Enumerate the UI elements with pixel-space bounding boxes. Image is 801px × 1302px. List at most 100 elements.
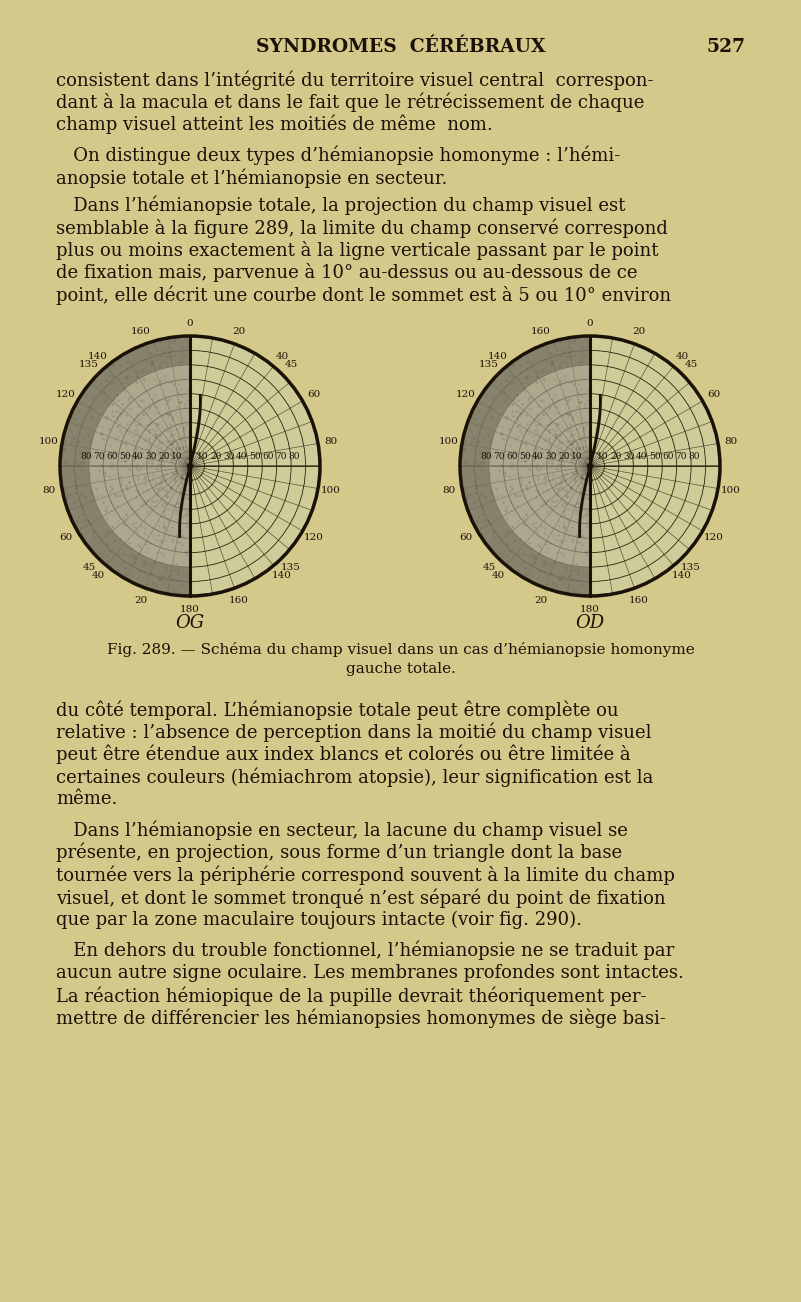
Text: point, elle décrit une courbe dont le sommet est à 5 ou 10° environ: point, elle décrit une courbe dont le so… <box>56 285 671 305</box>
Text: 10: 10 <box>171 452 183 461</box>
Text: 50: 50 <box>249 452 261 461</box>
Polygon shape <box>460 336 590 596</box>
Text: 45: 45 <box>685 361 698 370</box>
Text: La réaction hémiopique de la pupille devrait théoriquement per-: La réaction hémiopique de la pupille dev… <box>56 986 646 1005</box>
Text: 30: 30 <box>623 452 634 461</box>
Text: mettre de différencier les hémianopsies homonymes de siège basi-: mettre de différencier les hémianopsies … <box>56 1009 666 1029</box>
Text: Dans l’hémianopsie en secteur, la lacune du champ visuel se: Dans l’hémianopsie en secteur, la lacune… <box>56 820 628 840</box>
Text: 180: 180 <box>180 604 200 613</box>
Text: 30: 30 <box>545 452 557 461</box>
Text: 40: 40 <box>236 452 248 461</box>
Text: 20: 20 <box>159 452 170 461</box>
Text: 45: 45 <box>83 562 95 572</box>
Text: que par la zone maculaire toujours intacte (voir fig. 290).: que par la zone maculaire toujours intac… <box>56 910 582 928</box>
Text: 135: 135 <box>281 562 301 572</box>
Text: 45: 45 <box>284 361 298 370</box>
Text: 40: 40 <box>91 572 105 581</box>
Text: 80: 80 <box>481 452 492 461</box>
Text: 20: 20 <box>232 327 246 336</box>
Text: consistent dans l’intégrité du territoire visuel central  correspon-: consistent dans l’intégrité du territoir… <box>56 70 654 90</box>
Text: certaines couleurs (hémiachrom atopsie), leur signification est la: certaines couleurs (hémiachrom atopsie),… <box>56 767 654 786</box>
Polygon shape <box>60 336 190 596</box>
Text: 30: 30 <box>145 452 157 461</box>
Text: 10: 10 <box>197 452 209 461</box>
Text: 20: 20 <box>558 452 570 461</box>
Text: aucun autre signe oculaire. Les membranes profondes sont intactes.: aucun autre signe oculaire. Les membrane… <box>56 963 684 982</box>
Text: 100: 100 <box>39 436 59 445</box>
Text: OD: OD <box>575 615 605 631</box>
Text: 180: 180 <box>580 604 600 613</box>
Text: 40: 40 <box>675 352 689 361</box>
Text: relative : l’absence de perception dans la moitié du champ visuel: relative : l’absence de perception dans … <box>56 723 651 742</box>
Text: 60: 60 <box>308 391 320 398</box>
Text: visuel, et dont le sommet tronqué n’est séparé du point de fixation: visuel, et dont le sommet tronqué n’est … <box>56 888 666 907</box>
Text: même.: même. <box>56 790 118 809</box>
Text: 70: 70 <box>675 452 686 461</box>
Text: 135: 135 <box>79 361 99 370</box>
Text: 100: 100 <box>721 487 741 495</box>
Text: peut être étendue aux index blancs et colorés ou être limitée à: peut être étendue aux index blancs et co… <box>56 745 630 764</box>
Text: 20: 20 <box>534 596 548 605</box>
Text: 140: 140 <box>272 572 292 581</box>
Text: 50: 50 <box>119 452 131 461</box>
Text: 140: 140 <box>672 572 692 581</box>
Text: 120: 120 <box>56 391 76 398</box>
Text: semblable à la figure 289, la limite du champ conservé correspond: semblable à la figure 289, la limite du … <box>56 217 668 237</box>
Text: 60: 60 <box>460 533 473 542</box>
Text: 60: 60 <box>506 452 517 461</box>
Text: 527: 527 <box>706 38 745 56</box>
Text: 135: 135 <box>479 361 499 370</box>
Text: 120: 120 <box>304 533 324 542</box>
Text: 80: 80 <box>688 452 700 461</box>
Text: OG: OG <box>175 615 204 631</box>
Text: tournée vers la périphérie correspond souvent à la limite du champ: tournée vers la périphérie correspond so… <box>56 866 675 885</box>
Text: 100: 100 <box>439 436 459 445</box>
Text: 0: 0 <box>586 319 594 328</box>
Text: Dans l’hémianopsie totale, la projection du champ visuel est: Dans l’hémianopsie totale, la projection… <box>56 195 626 215</box>
Text: 135: 135 <box>681 562 701 572</box>
Text: 80: 80 <box>288 452 300 461</box>
Text: 60: 60 <box>59 533 73 542</box>
Text: 50: 50 <box>519 452 531 461</box>
Text: 50: 50 <box>649 452 661 461</box>
Polygon shape <box>60 336 190 596</box>
Text: 120: 120 <box>457 391 476 398</box>
Circle shape <box>587 462 594 469</box>
Text: 40: 40 <box>532 452 544 461</box>
Text: SYNDROMES  CÉRÉBRAUX: SYNDROMES CÉRÉBRAUX <box>256 38 545 56</box>
Text: 120: 120 <box>704 533 724 542</box>
Text: 80: 80 <box>442 487 456 495</box>
Text: On distingue deux types d’hémianopsie homonyme : l’hémi-: On distingue deux types d’hémianopsie ho… <box>56 146 620 165</box>
Text: 10: 10 <box>598 452 609 461</box>
Text: En dehors du trouble fonctionnel, l’hémianopsie ne se traduit par: En dehors du trouble fonctionnel, l’hémi… <box>56 941 674 961</box>
Text: 40: 40 <box>492 572 505 581</box>
Text: 40: 40 <box>636 452 648 461</box>
Text: 20: 20 <box>211 452 222 461</box>
Text: 140: 140 <box>488 352 508 361</box>
Text: 80: 80 <box>324 436 337 445</box>
Text: 160: 160 <box>629 596 649 605</box>
Text: 80: 80 <box>42 487 56 495</box>
Text: 20: 20 <box>632 327 646 336</box>
Text: 70: 70 <box>93 452 105 461</box>
Text: Fig. 289. — Schéma du champ visuel dans un cas d’hémianopsie homonyme: Fig. 289. — Schéma du champ visuel dans … <box>107 642 694 658</box>
Text: 70: 70 <box>493 452 505 461</box>
Text: 45: 45 <box>482 562 496 572</box>
Text: champ visuel atteint les moitiés de même  nom.: champ visuel atteint les moitiés de même… <box>56 115 493 134</box>
Text: du côté temporal. L’hémianopsie totale peut être complète ou: du côté temporal. L’hémianopsie totale p… <box>56 700 618 720</box>
Circle shape <box>60 336 320 596</box>
Text: 30: 30 <box>223 452 235 461</box>
Text: 70: 70 <box>276 452 287 461</box>
Circle shape <box>187 462 193 469</box>
Text: 80: 80 <box>724 436 738 445</box>
Text: présente, en projection, sous forme d’un triangle dont la base: présente, en projection, sous forme d’un… <box>56 842 622 862</box>
Text: 60: 60 <box>262 452 274 461</box>
Text: 0: 0 <box>187 319 193 328</box>
Text: 10: 10 <box>571 452 583 461</box>
Text: 20: 20 <box>610 452 622 461</box>
Text: 80: 80 <box>80 452 92 461</box>
Text: dant à la macula et dans le fait que le rétrécissement de chaque: dant à la macula et dans le fait que le … <box>56 92 644 112</box>
Text: 40: 40 <box>276 352 288 361</box>
Text: 100: 100 <box>321 487 340 495</box>
Text: 140: 140 <box>88 352 108 361</box>
